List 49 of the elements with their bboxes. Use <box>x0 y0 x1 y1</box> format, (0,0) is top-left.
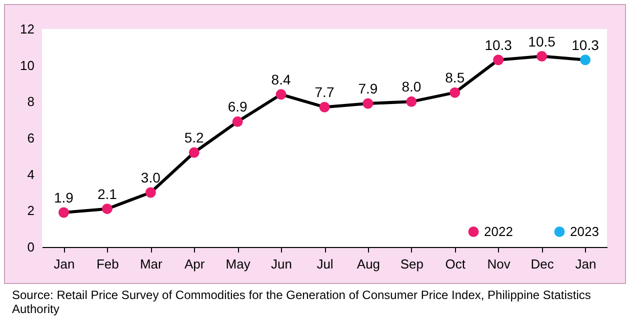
source-note: Source: Retail Price Survey of Commodities for the Generation of Consumer Price Index, Philippine Statistics Authority <box>12 288 592 316</box>
point <box>232 116 243 127</box>
point <box>580 54 591 66</box>
data-label: 10.3 <box>572 36 600 53</box>
x-tick-label: Sep <box>400 256 424 272</box>
point <box>493 54 504 66</box>
point <box>362 98 374 109</box>
x-tick-label: Jul <box>316 256 334 272</box>
x-tick-label: Aug <box>356 256 380 272</box>
data-label: 7.9 <box>358 80 378 96</box>
x-tick-label: Jan <box>54 256 75 272</box>
data-label: 10.3 <box>484 36 512 53</box>
data-label: 2.1 <box>97 186 118 202</box>
data-label: 8.0 <box>402 78 422 95</box>
y-tick-label: 0 <box>27 240 34 254</box>
y-tick-label: 10 <box>20 58 34 73</box>
y-tick-label: 8 <box>27 94 34 110</box>
point <box>450 87 460 98</box>
y-tick-label: 2 <box>27 203 34 218</box>
point <box>145 187 156 198</box>
x-tick-label: Dec <box>530 256 554 272</box>
y-tick-label: 6 <box>27 130 34 146</box>
data-label: 7.7 <box>314 84 334 100</box>
x-tick-label: Nov <box>487 256 511 272</box>
data-label: 10.5 <box>528 33 556 50</box>
y-tick-label: 4 <box>27 166 34 182</box>
data-label: 6.9 <box>228 98 248 115</box>
point <box>58 207 69 218</box>
x-tick-label: Jan <box>575 256 596 272</box>
legend-label: 2023 <box>570 224 599 239</box>
x-tick-label: Mar <box>140 256 164 272</box>
data-label: 3.0 <box>140 170 161 186</box>
x-tick-label: Oct <box>445 256 466 272</box>
x-tick-label: May <box>226 256 251 272</box>
point <box>276 89 286 100</box>
x-tick-label: Feb <box>96 256 119 272</box>
data-label: 8.5 <box>445 70 465 86</box>
point <box>188 147 200 158</box>
x-tick-label: Apr <box>184 256 206 272</box>
legend-label: 2022 <box>484 224 513 239</box>
point <box>406 96 417 107</box>
data-label: 8.4 <box>271 71 291 88</box>
point <box>319 102 330 112</box>
data-label: 5.2 <box>184 130 204 146</box>
y-tick-label: 12 <box>20 22 34 36</box>
data-label: 1.9 <box>54 189 74 206</box>
x-tick-label: Jun <box>271 256 292 272</box>
point <box>102 204 112 214</box>
point <box>536 51 548 62</box>
